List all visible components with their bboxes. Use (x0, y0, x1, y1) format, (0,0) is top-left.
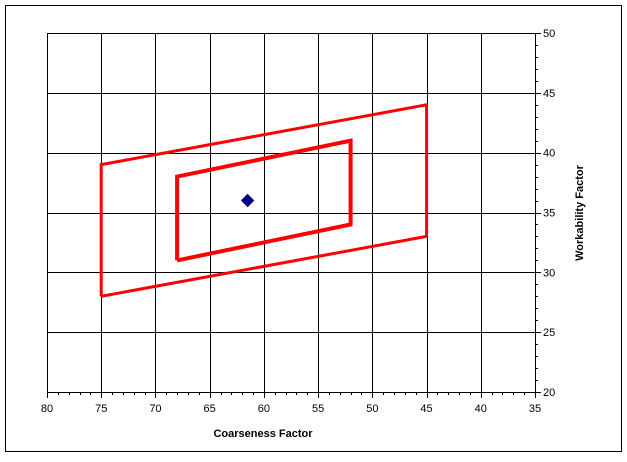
y-tick-label: 30 (543, 267, 555, 279)
y-tick-label: 25 (543, 327, 555, 339)
limit-boundary-polygon (99, 102, 429, 298)
x-axis-title: Coarseness Factor (213, 428, 313, 440)
y-tick-label: 20 (543, 387, 555, 399)
x-tick-label: 70 (149, 403, 161, 415)
x-tick-label: 45 (420, 403, 432, 415)
x-tick-label: 60 (258, 403, 270, 415)
axis-ticks (47, 33, 541, 398)
y-tick-label: 40 (543, 148, 555, 160)
y-tick-label: 35 (543, 208, 555, 220)
series-layer (99, 102, 429, 298)
y-tick-label: 45 (543, 88, 555, 100)
data-point-diamond (240, 193, 255, 208)
x-tick-label: 80 (41, 403, 53, 415)
limit-boundary-polygon (175, 138, 353, 263)
x-tick-label: 50 (366, 403, 378, 415)
x-tick-label: 65 (204, 403, 216, 415)
x-tick-label: 55 (312, 403, 324, 415)
x-tick-label: 35 (529, 403, 541, 415)
y-tick-label: 50 (543, 28, 555, 40)
chart-border (5, 5, 622, 452)
x-tick-label: 75 (95, 403, 107, 415)
gridlines (47, 33, 535, 392)
x-tick-label: 40 (475, 403, 487, 415)
y-axis-title: Workability Factor (574, 164, 586, 260)
